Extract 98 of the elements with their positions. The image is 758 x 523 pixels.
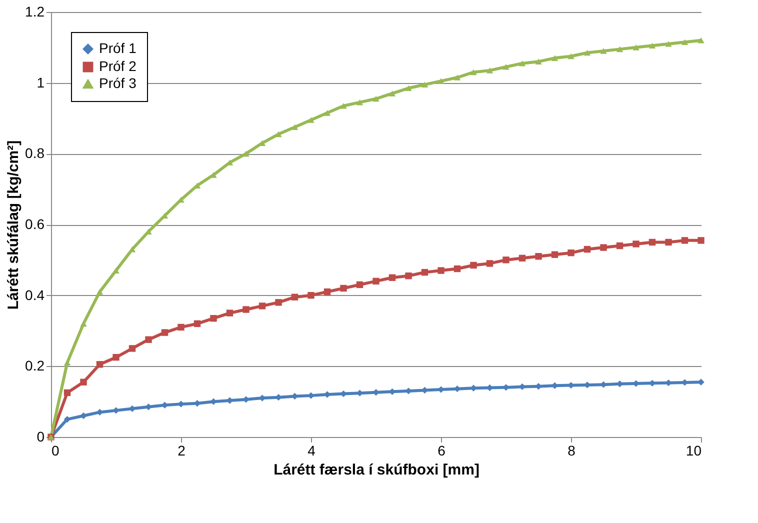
point <box>535 253 542 260</box>
x-tick-label: 4 <box>308 442 316 458</box>
point <box>372 96 380 102</box>
y-tick-label: 0.6 <box>25 216 45 232</box>
point <box>308 117 314 123</box>
point <box>486 260 494 267</box>
point <box>665 40 672 47</box>
point <box>324 288 331 296</box>
y-tick-label: 1.2 <box>25 4 45 20</box>
point <box>64 389 71 396</box>
point <box>178 400 184 408</box>
point <box>616 242 624 250</box>
point <box>145 404 152 410</box>
point <box>178 324 184 331</box>
point <box>632 240 640 248</box>
point <box>665 238 672 246</box>
point <box>275 299 282 306</box>
legend-label: Próf 3 <box>99 75 137 91</box>
point <box>551 55 558 61</box>
y-tick-label: 0 <box>36 428 45 444</box>
point <box>291 124 298 130</box>
point <box>194 320 201 328</box>
point <box>438 386 444 393</box>
point <box>388 90 396 96</box>
point <box>80 378 87 386</box>
point <box>405 85 412 92</box>
point <box>210 315 217 322</box>
point <box>356 99 364 106</box>
point <box>681 39 688 46</box>
point <box>568 53 574 60</box>
x-tick-label: 8 <box>568 442 576 458</box>
x-tick-label: 2 <box>178 442 186 458</box>
x-tick-label: 6 <box>438 442 446 458</box>
point <box>372 278 380 285</box>
point <box>161 329 168 336</box>
point <box>112 354 120 361</box>
point <box>584 50 591 56</box>
point <box>308 392 314 399</box>
point <box>681 237 688 244</box>
point <box>600 244 607 251</box>
point <box>421 82 428 88</box>
point <box>226 310 234 316</box>
x-tick-label: 0 <box>52 442 60 458</box>
point <box>388 274 396 281</box>
point <box>535 58 542 64</box>
point <box>632 44 640 50</box>
point <box>340 284 347 292</box>
point <box>551 251 558 258</box>
x-axis-title: Lárétt færsla í skúfboxi [mm] <box>274 462 480 478</box>
point <box>568 249 574 256</box>
point <box>64 416 71 423</box>
point <box>470 69 477 76</box>
point <box>324 110 331 116</box>
point <box>438 78 444 84</box>
point <box>405 388 412 394</box>
point <box>96 361 104 368</box>
point <box>242 150 250 157</box>
point <box>698 378 704 386</box>
point <box>502 256 510 264</box>
point <box>96 288 104 295</box>
point <box>80 320 87 327</box>
point <box>648 238 656 246</box>
x-tick-label: 10 <box>686 442 702 458</box>
y-tick-label: 0.2 <box>25 358 45 374</box>
point <box>145 336 152 343</box>
point <box>454 265 461 272</box>
point <box>275 131 282 138</box>
point <box>502 64 510 70</box>
y-tick-label: 0.8 <box>25 145 45 162</box>
point <box>616 46 624 52</box>
point <box>128 345 136 352</box>
point <box>242 306 250 313</box>
point <box>258 302 266 310</box>
point <box>486 68 494 74</box>
point <box>648 42 656 49</box>
point <box>291 294 298 300</box>
point <box>421 268 428 276</box>
point <box>584 246 591 253</box>
y-tick-label: 1 <box>36 74 45 90</box>
y-tick-label: 0.4 <box>25 286 45 303</box>
point <box>600 48 607 54</box>
point <box>470 262 477 269</box>
point <box>80 412 87 420</box>
y-axis-title: Lárétt skúfálag [kg/cm²] <box>5 140 22 310</box>
point <box>698 37 704 44</box>
legend-label: Próf 2 <box>99 58 137 74</box>
point <box>340 102 347 109</box>
point <box>454 74 461 80</box>
point <box>356 281 364 288</box>
point <box>518 60 526 66</box>
point <box>438 267 444 274</box>
point <box>242 396 250 403</box>
point <box>698 237 704 244</box>
point <box>405 272 412 280</box>
point <box>518 254 526 262</box>
point <box>308 292 314 299</box>
legend-label: Próf 1 <box>99 40 137 56</box>
point <box>112 407 120 414</box>
